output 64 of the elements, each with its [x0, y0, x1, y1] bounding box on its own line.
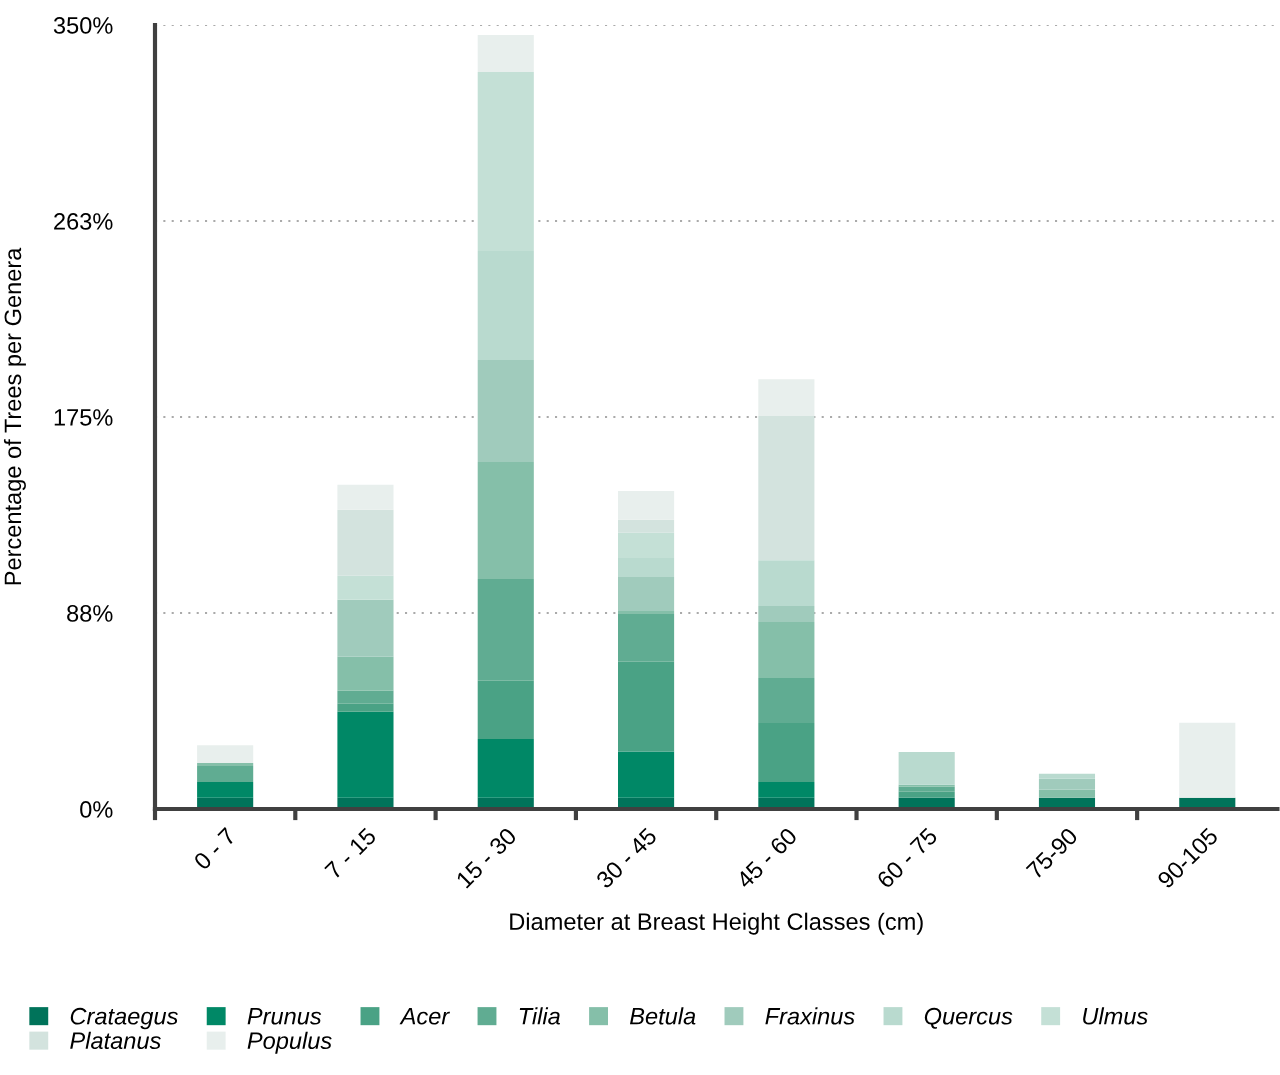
bar	[477, 360, 534, 463]
bar	[618, 576, 675, 611]
bar	[477, 578, 534, 681]
bar	[337, 703, 394, 712]
bar	[758, 781, 815, 798]
bar	[618, 661, 675, 752]
bar	[618, 610, 675, 614]
bar	[758, 416, 815, 561]
bar	[618, 751, 675, 798]
bar	[758, 677, 815, 723]
legend-label: Betula	[629, 1007, 696, 1025]
bar	[197, 781, 254, 798]
legend-label: Quercus	[924, 1007, 1013, 1029]
legend-label: Crataegus	[70, 1007, 178, 1030]
bar	[758, 722, 815, 782]
bar	[197, 765, 254, 782]
bar	[618, 490, 675, 520]
legend-label: Fraxinus	[765, 1007, 855, 1025]
bar	[337, 575, 394, 600]
legend-label: Tilia	[519, 1007, 560, 1025]
bar	[337, 690, 394, 704]
y-axis-title: Percentage of Trees per Genera	[3, 247, 26, 585]
bar	[1038, 773, 1096, 779]
y-tick-label: 350%	[53, 17, 113, 34]
x-tick-label: 30 - 45	[595, 826, 658, 890]
bar	[618, 613, 675, 662]
bar	[898, 751, 955, 785]
bar	[898, 784, 955, 787]
bar	[1179, 722, 1236, 798]
y-tick-label: 175%	[54, 409, 113, 426]
bar	[197, 763, 254, 766]
bar	[337, 599, 394, 657]
legend-label: Populus	[247, 1031, 332, 1054]
x-tick-label: 60 - 75	[875, 826, 939, 890]
bar	[758, 621, 815, 678]
bar	[1038, 789, 1096, 798]
legend-label: Ulmus	[1083, 1007, 1148, 1025]
bar	[337, 656, 394, 691]
bar	[1038, 778, 1096, 790]
bar	[758, 379, 815, 417]
x-axis-title: Diameter at Breast Height Classes (cm)	[510, 912, 923, 935]
bar	[618, 519, 675, 533]
bar	[898, 786, 955, 792]
y-tick-label: 0%	[80, 801, 113, 818]
bar	[337, 484, 394, 510]
bar	[758, 560, 815, 607]
bar	[477, 462, 534, 579]
legend-label: Prunus	[247, 1008, 322, 1025]
legend-label: Acer	[399, 1008, 451, 1025]
bar	[477, 35, 534, 73]
y-tick-label: 263%	[54, 213, 113, 230]
bar	[197, 745, 254, 764]
legend-label: Platanus	[70, 1031, 161, 1050]
x-tick-label: 0 - 7	[192, 826, 237, 871]
bar	[337, 509, 394, 576]
bar	[898, 791, 955, 798]
bar	[758, 606, 815, 622]
x-tick-label: 7 - 15	[324, 826, 378, 880]
x-tick-label: 15 - 30	[455, 826, 518, 889]
bar	[477, 738, 534, 798]
x-tick-label: 45 - 60	[735, 826, 798, 890]
bar	[477, 680, 534, 739]
y-tick-label: 88%	[67, 605, 113, 622]
bar	[337, 711, 394, 798]
